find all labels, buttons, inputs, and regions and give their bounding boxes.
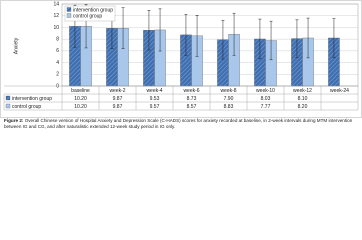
legend-swatch [66,7,72,12]
y-axis-label: Anxiety [13,37,19,54]
table-series-name: control group [12,104,41,110]
x-tick-label: week-24 [330,88,349,94]
table-legend-swatch [5,103,11,109]
table-legend-swatch [5,95,11,101]
error-bar [332,18,336,58]
table-value: 7.90 [224,96,234,102]
table-value: 8.73 [187,96,197,102]
y-tick-label: 10 [53,25,59,31]
table-value: 8.83 [224,104,234,110]
x-tick-label: week-10 [256,88,275,94]
x-tick-label: week-2 [109,88,125,94]
table-series-name: intervention group [12,96,52,102]
table-value: 8.10 [298,96,308,102]
table-value: 10.20 [74,96,87,102]
table-value: 8.57 [187,104,197,110]
y-tick-label: 12 [53,13,59,19]
table-value: 8.20 [298,104,308,110]
error-bar [306,17,310,59]
x-tick-label: baseline [71,88,90,94]
table-value: 9.87 [113,96,123,102]
error-bar [295,19,299,58]
error-bar [121,7,125,49]
table-value: 8.03 [261,96,271,102]
error-bar [158,8,162,52]
caption: Figure 2: Overall Chinese version of Hos… [4,118,360,129]
table-value: 9.87 [113,104,123,110]
table-value: 10.20 [74,104,87,110]
x-tick-label: week-12 [293,88,312,94]
error-bar [232,12,236,56]
y-tick-label: 8 [56,36,59,42]
x-tick-label: week-4 [146,88,162,94]
table-value: 7.77 [261,104,271,110]
x-tick-label: week-6 [183,88,199,94]
caption-label: Figure 2: [4,118,24,123]
caption-box: Figure 2: Overall Chinese version of Hos… [4,118,360,129]
y-tick-label: 0 [56,83,59,89]
chart: Anxiety Figure 2: Overall Chinese versio… [0,0,362,129]
error-bar [184,14,188,56]
error-bar [269,20,273,61]
error-bar [258,18,262,60]
x-tick-label: week-8 [220,88,236,94]
error-bar [195,15,199,57]
error-bar [147,10,151,51]
legend-label: control group [73,13,102,19]
y-tick-label: 6 [56,48,59,54]
caption-text: Overall Chinese version of Hospital Anxi… [4,118,353,129]
legend-box [64,5,116,22]
table-value: 9.57 [150,104,160,110]
error-bar [221,20,225,60]
legend-label: intervention group [73,7,113,13]
y-tick-label: 4 [56,60,59,66]
legend-swatch [66,13,72,18]
table-value: 9.53 [150,96,160,102]
y-tick-label: 2 [56,72,59,78]
y-tick-label: 14 [53,1,59,7]
